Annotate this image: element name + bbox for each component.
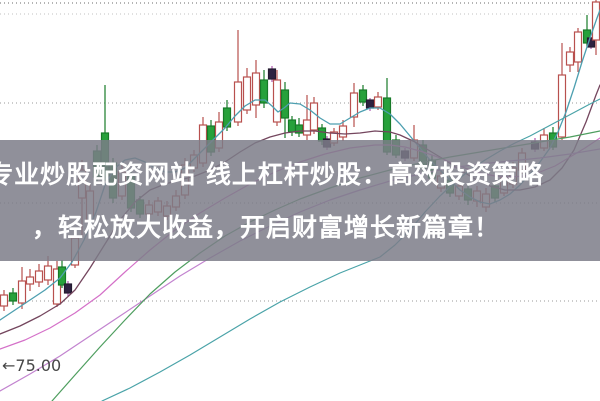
price-marker-label: ←75.00	[2, 356, 62, 375]
promo-overlay: 专业炒股配资网站 线上杠杆炒股：高效投资策略 ，轻松放大收益，开启财富增长新篇章…	[0, 140, 600, 261]
promo-line-2: ，轻松放大收益，开启财富增长新篇章！	[31, 212, 500, 242]
promo-line-1: 专业炒股配资网站 线上杠杆炒股：高效投资策略	[0, 159, 544, 189]
